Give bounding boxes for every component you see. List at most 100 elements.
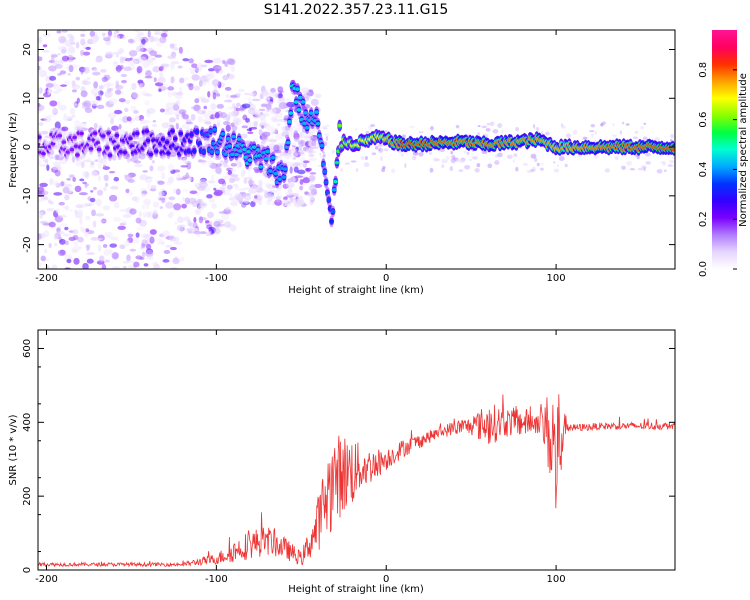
spectrogram-noise-blob <box>146 255 154 260</box>
spectrogram-ridge-cell <box>122 150 128 155</box>
spectrogram-noise-blob <box>120 64 124 70</box>
spectrogram-noise-blob <box>232 183 238 187</box>
spectrogram-noise-blob <box>95 57 101 63</box>
spectrogram-ridge-cell <box>166 151 171 155</box>
spectrogram-noise-blob <box>153 261 159 268</box>
spectrogram-noise-blob <box>152 201 160 208</box>
y-tick-label: 20 <box>22 43 33 56</box>
spectrogram-noise-blob <box>82 181 87 185</box>
spectrogram-noise-blob <box>139 118 146 125</box>
spectrogram-noise-blob <box>319 152 322 156</box>
spectrogram-noise-blob <box>119 56 124 64</box>
spectrogram-noise-blob <box>105 92 111 97</box>
spectrogram-noise-blob <box>296 198 305 206</box>
spectrogram-noise-blob <box>195 192 201 196</box>
spectrogram-noise-blob <box>99 30 102 31</box>
spectrogram-noise-blob <box>103 248 111 256</box>
spectrogram-noise-blob <box>60 181 65 187</box>
spectrogram-noise-blob <box>418 152 424 157</box>
spectrogram-noise-blob <box>277 86 284 93</box>
spectrogram-noise-blob <box>85 244 91 249</box>
spectrogram-noise-blob <box>219 160 225 165</box>
spectrogram-noise-blob <box>157 76 166 84</box>
spectrogram-noise-blob <box>213 191 221 196</box>
spectrogram-noise-blob <box>192 230 202 235</box>
spectrogram-noise-blob <box>225 206 231 211</box>
spectrogram-noise-blob <box>339 168 344 172</box>
spectrogram-ridge-cell <box>285 140 291 145</box>
spectrogram-noise-blob <box>151 160 155 164</box>
spectrogram-noise-blob <box>103 186 107 192</box>
spectrogram-noise-blob <box>309 172 317 175</box>
spectrogram-noise-blob <box>288 197 297 201</box>
spectrogram-noise-blob <box>466 152 470 156</box>
spectrogram-noise-blob <box>286 101 296 108</box>
spectrogram-noise-blob <box>225 94 230 99</box>
spectrogram-noise-blob <box>566 133 571 138</box>
colorbar-axes: 0.0 0.2 0.4 0.6 0.8 <box>698 62 737 277</box>
spectrogram-noise-blob <box>38 65 41 71</box>
spectrogram-noise-blob <box>108 170 116 174</box>
spectrogram-ridge-cell <box>41 151 46 156</box>
spectrogram-noise-blob <box>611 134 618 137</box>
spectrogram-noise-blob <box>391 168 396 174</box>
spectrogram-noise-blob <box>162 230 170 237</box>
spectrogram-noise-blob <box>126 116 132 122</box>
spectrogram-ridge-cell <box>270 155 276 160</box>
spectrogram-ridge-cell <box>304 126 310 130</box>
spectrogram-noise-blob <box>167 55 176 60</box>
spectrogram-noise-blob <box>445 160 448 163</box>
spectrogram-noise-blob <box>308 174 316 182</box>
spectrogram-noise-blob <box>92 220 97 228</box>
spectrogram-noise-blob <box>108 194 118 202</box>
spectrogram-noise-blob <box>84 107 93 113</box>
spectrogram-heatmap <box>38 30 675 269</box>
spectrogram-noise-blob <box>134 196 140 203</box>
spectrogram-noise-blob <box>441 158 446 164</box>
spectrogram-ridge-cell <box>164 140 170 145</box>
spectrogram-ridge-cell <box>151 138 156 143</box>
spectrogram-noise-blob <box>269 88 276 93</box>
spectrogram-noise-blob <box>161 241 165 246</box>
spectrogram-noise-blob <box>147 183 151 190</box>
spectrogram-noise-blob <box>141 204 146 210</box>
spectrogram-noise-blob <box>194 98 200 104</box>
spectrogram-noise-blob <box>242 193 247 199</box>
spectrogram-noise-blob <box>108 97 118 105</box>
spectrogram-noise-blob <box>450 155 456 158</box>
spectrogram-noise-blob <box>216 119 221 127</box>
spectrogram-noise-blob <box>198 80 203 87</box>
x-tick-label: 0 <box>383 273 389 284</box>
spectrogram-noise-blob <box>57 225 62 229</box>
spectrogram-noise-blob <box>73 257 80 265</box>
spectrogram-ridge-cell <box>277 177 283 181</box>
spectrogram-noise-blob <box>512 159 516 163</box>
spectrogram-noise-blob <box>400 153 404 157</box>
spectrogram-ridge-cell <box>201 150 207 154</box>
spectrogram-noise-blob <box>374 145 379 150</box>
spectrogram-noise-blob <box>38 122 44 127</box>
spectrogram-noise-blob <box>142 170 148 173</box>
spectrogram-noise-blob <box>205 220 210 224</box>
spectrogram-noise-blob <box>52 165 62 171</box>
y-tick-label: -20 <box>22 236 33 252</box>
spectrogram-noise-blob <box>178 87 183 94</box>
spectrogram-noise-blob <box>173 241 183 245</box>
spectrogram-ridge-cell <box>329 219 334 224</box>
spectrogram-noise-blob <box>138 211 143 218</box>
colorbar-tick-label: 0.4 <box>698 161 709 177</box>
spectrogram-noise-blob <box>181 203 187 209</box>
spectrogram-noise-blob <box>46 33 51 37</box>
spectrogram-noise-blob <box>85 46 91 50</box>
spectrogram-noise-blob <box>94 159 99 162</box>
spectrogram-noise-blob <box>167 91 172 98</box>
spectrogram-noise-blob <box>134 35 143 42</box>
spectrogram-noise-blob <box>367 125 373 130</box>
spectrogram-noise-blob <box>159 72 164 78</box>
spectrogram-noise-blob <box>39 182 48 188</box>
spectrogram-noise-blob <box>134 115 140 122</box>
snr-background <box>38 330 675 570</box>
spectrogram-noise-blob <box>182 175 191 179</box>
spectrogram-noise-blob <box>324 133 330 136</box>
